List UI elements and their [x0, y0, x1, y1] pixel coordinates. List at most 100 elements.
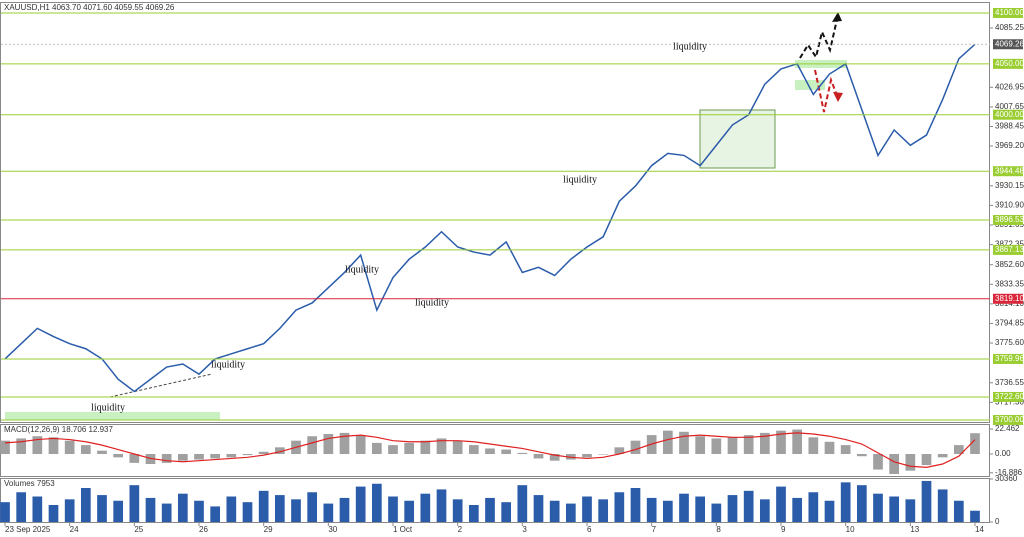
y-tick-label: 3988.45 — [995, 122, 1024, 131]
bar — [824, 441, 835, 454]
bar — [339, 432, 350, 454]
x-tick-label: 9 — [781, 525, 786, 534]
x-tick-label: 26 — [199, 525, 208, 534]
bar — [194, 500, 204, 522]
bar — [549, 500, 560, 522]
bar — [291, 499, 301, 522]
bar — [856, 485, 867, 522]
y-tick-label: 3872.35 — [995, 240, 1024, 249]
price-panel — [0, 2, 990, 423]
bar — [129, 485, 140, 522]
bar — [711, 438, 722, 454]
x-tick-label: 14 — [975, 525, 984, 534]
bar — [48, 437, 59, 454]
bar — [549, 454, 560, 461]
bar — [485, 448, 495, 454]
bar — [468, 445, 479, 454]
y-tick-label: 3794.85 — [995, 319, 1024, 328]
level-label: 3896.53 — [995, 215, 1024, 224]
level-label: 3944.48 — [995, 166, 1024, 175]
arrow-head — [832, 12, 842, 22]
bar — [727, 437, 738, 454]
bar — [242, 454, 253, 456]
bar — [129, 454, 140, 463]
bar — [921, 454, 932, 466]
bar — [323, 434, 334, 454]
trend-line — [109, 373, 213, 398]
level-label: 4000.00 — [995, 110, 1024, 119]
level-label: 3759.96 — [995, 354, 1024, 363]
bar — [905, 499, 916, 522]
x-tick-label: 2 — [458, 525, 463, 534]
bearish-path — [814, 69, 839, 113]
level-label: 3867.13 — [995, 245, 1024, 254]
bar — [840, 482, 851, 522]
level-label: 3819.10 — [995, 294, 1024, 303]
y-tick-label: 22.462 — [995, 424, 1020, 433]
bar — [97, 495, 107, 522]
y-tick-label: 30360 — [995, 474, 1018, 483]
x-tick-label: 6 — [587, 525, 592, 534]
bar — [921, 480, 932, 522]
bar — [64, 440, 75, 454]
bar — [32, 436, 43, 454]
bar — [679, 431, 689, 454]
bar — [533, 495, 544, 522]
bar — [226, 496, 237, 522]
bar — [16, 492, 27, 522]
bar — [727, 495, 738, 522]
level-tag — [993, 353, 1023, 364]
annotation: liquidity — [563, 174, 597, 185]
x-tick-label: 29 — [264, 525, 273, 534]
bar — [258, 490, 269, 522]
x-tick-label: 24 — [70, 525, 79, 534]
y-tick-label: 3910.90 — [995, 200, 1024, 209]
bar — [614, 447, 625, 454]
y-tick-label: 3833.35 — [995, 279, 1024, 288]
level-tag — [993, 391, 1023, 402]
x-tick-label: 7 — [652, 525, 657, 534]
bar — [808, 492, 819, 522]
level-tag — [993, 244, 1023, 255]
level-tag — [993, 7, 1023, 18]
bar — [48, 505, 59, 522]
bar — [64, 499, 75, 522]
bar — [808, 437, 819, 454]
bar — [258, 451, 269, 454]
x-tick-label: 30 — [328, 525, 337, 534]
bar — [274, 447, 285, 454]
bar — [436, 489, 447, 522]
bar — [695, 496, 706, 522]
bar — [97, 450, 107, 454]
chart-title: XAUUSD,H1 4063.70 4071.60 4059.55 4069.2… — [4, 3, 175, 12]
bar — [16, 438, 27, 454]
bar — [662, 430, 673, 454]
bar — [371, 483, 382, 522]
bar — [889, 454, 900, 474]
bar — [970, 433, 980, 454]
annotation: liquidity — [345, 264, 379, 275]
bar — [776, 430, 786, 454]
bar — [210, 506, 221, 522]
bar — [307, 492, 318, 522]
macd-title: MACD(12,26,9) 18.706 12.937 — [4, 425, 114, 434]
x-tick-label: 1 Oct — [393, 525, 413, 534]
bar — [792, 429, 803, 454]
bar — [274, 495, 285, 522]
bar — [630, 440, 641, 454]
bar — [776, 486, 786, 522]
bar — [856, 454, 867, 457]
y-tick-label: 3775.60 — [995, 338, 1024, 347]
annotation: liquidity — [415, 297, 449, 308]
y-tick-label: 3930.15 — [995, 181, 1024, 190]
target-zone — [795, 80, 825, 90]
x-tick-label: 23 Sep 2025 — [5, 525, 51, 534]
bar — [824, 500, 835, 522]
bar — [113, 500, 124, 522]
y-tick-label: -16.886 — [995, 468, 1023, 477]
bar — [420, 440, 431, 454]
bar — [307, 436, 318, 454]
bar — [743, 435, 754, 454]
bar — [598, 454, 609, 455]
